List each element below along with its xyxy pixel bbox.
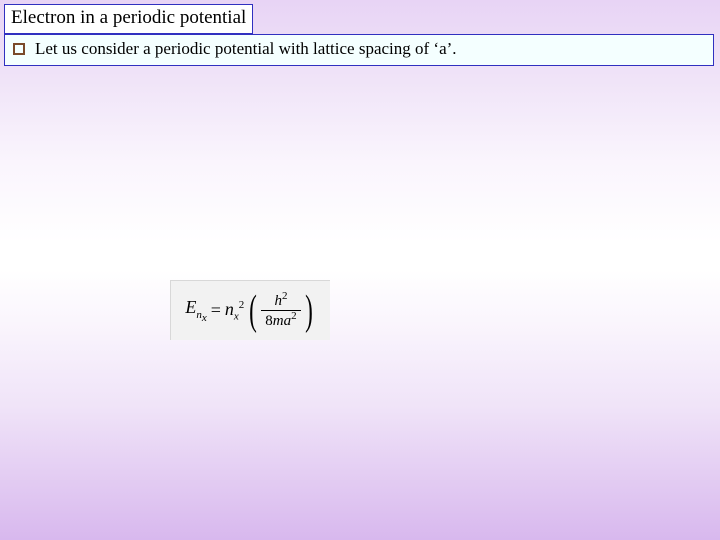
equals-sign: = <box>211 300 221 321</box>
title-box: Electron in a periodic potential <box>4 4 253 34</box>
bullet-square-icon <box>13 43 25 55</box>
lhs-sub-inner: x <box>202 312 207 324</box>
energy-formula: Enx = nx2 ( h2 8ma2 ) <box>185 290 315 332</box>
num-sup: 2 <box>282 290 288 302</box>
formula-lhs: Enx <box>185 297 206 324</box>
bullet-text: Let us consider a periodic potential wit… <box>35 39 457 59</box>
coef-base: n <box>225 299 234 319</box>
bullet-box: Let us consider a periodic potential wit… <box>4 34 714 66</box>
den-sup: 2 <box>291 310 297 322</box>
lhs-base: E <box>185 297 196 317</box>
fraction: h2 8ma2 <box>261 291 300 330</box>
coef-sub: x <box>234 310 239 322</box>
coef: nx2 <box>225 299 244 323</box>
title-text: Electron in a periodic potential <box>11 7 246 28</box>
right-paren-icon: ) <box>305 290 313 332</box>
formula-box: Enx = nx2 ( h2 8ma2 ) <box>170 280 330 340</box>
formula-rhs: nx2 ( h2 8ma2 ) <box>225 290 316 332</box>
numerator: h2 <box>270 291 291 310</box>
den-prefix: 8 <box>265 313 273 329</box>
den-m: m <box>273 313 284 329</box>
denominator: 8ma2 <box>261 310 300 330</box>
num-base: h <box>274 293 282 309</box>
lhs-sub: nx <box>196 309 206 321</box>
left-paren-icon: ( <box>249 290 257 332</box>
coef-sup: 2 <box>239 299 245 311</box>
